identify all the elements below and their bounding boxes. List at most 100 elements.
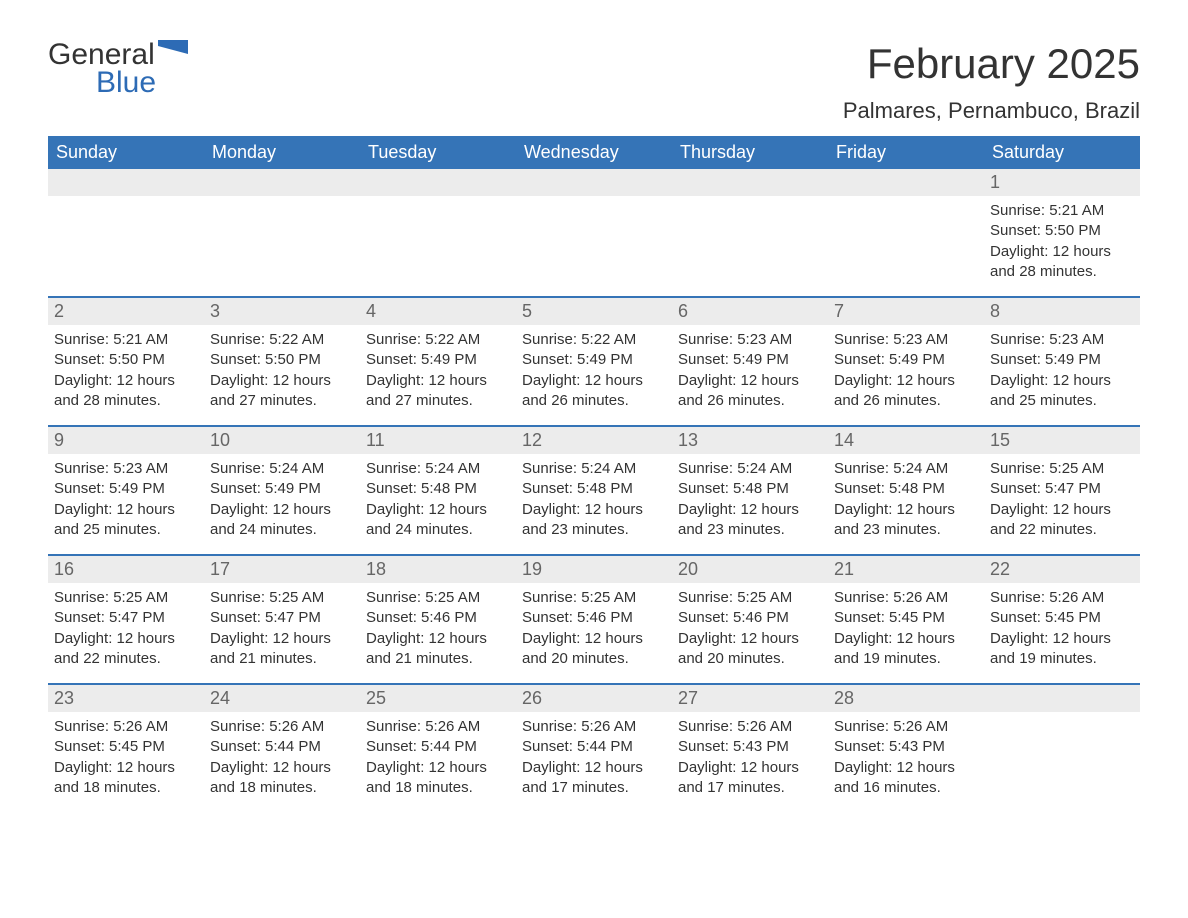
day-number [204,169,360,196]
day-number: 13 [672,427,828,454]
day-daylight2: and 27 minutes. [366,391,510,411]
day-daylight1: Daylight: 12 hours [990,371,1134,391]
day-sunset: Sunset: 5:49 PM [366,350,510,370]
day-cell [672,196,828,296]
day-sunrise: Sunrise: 5:23 AM [990,330,1134,350]
day-cell: Sunrise: 5:26 AMSunset: 5:43 PMDaylight:… [828,712,984,812]
day-cell: Sunrise: 5:21 AMSunset: 5:50 PMDaylight:… [984,196,1140,296]
day-daylight2: and 20 minutes. [522,649,666,669]
weeks-container: 1Sunrise: 5:21 AMSunset: 5:50 PMDaylight… [48,169,1140,812]
day-cell: Sunrise: 5:26 AMSunset: 5:43 PMDaylight:… [672,712,828,812]
page-header: General Blue February 2025 Palmares, Per… [48,40,1140,124]
day-sunrise: Sunrise: 5:24 AM [522,459,666,479]
day-daylight1: Daylight: 12 hours [678,758,822,778]
day-cell: Sunrise: 5:23 AMSunset: 5:49 PMDaylight:… [48,454,204,554]
day-daylight2: and 23 minutes. [678,520,822,540]
day-daylight1: Daylight: 12 hours [54,758,198,778]
day-daylight1: Daylight: 12 hours [366,371,510,391]
day-daylight1: Daylight: 12 hours [210,500,354,520]
day-cell: Sunrise: 5:26 AMSunset: 5:44 PMDaylight:… [204,712,360,812]
day-daylight2: and 19 minutes. [990,649,1134,669]
day-sunrise: Sunrise: 5:25 AM [210,588,354,608]
day-sunrise: Sunrise: 5:26 AM [678,717,822,737]
day-daylight2: and 17 minutes. [522,778,666,798]
day-sunrise: Sunrise: 5:22 AM [210,330,354,350]
weekday-header: Tuesday [360,136,516,169]
day-sunset: Sunset: 5:49 PM [54,479,198,499]
day-sunrise: Sunrise: 5:26 AM [834,717,978,737]
day-daylight2: and 26 minutes. [522,391,666,411]
day-cell: Sunrise: 5:25 AMSunset: 5:47 PMDaylight:… [204,583,360,683]
weekday-header: Wednesday [516,136,672,169]
day-sunset: Sunset: 5:45 PM [990,608,1134,628]
day-sunrise: Sunrise: 5:21 AM [990,201,1134,221]
day-daylight1: Daylight: 12 hours [522,371,666,391]
day-number: 7 [828,298,984,325]
brand-text: General Blue [48,40,156,98]
day-daylight2: and 18 minutes. [210,778,354,798]
day-cell: Sunrise: 5:24 AMSunset: 5:49 PMDaylight:… [204,454,360,554]
day-number [516,169,672,196]
day-number: 26 [516,685,672,712]
day-number: 4 [360,298,516,325]
day-data-row: Sunrise: 5:25 AMSunset: 5:47 PMDaylight:… [48,583,1140,683]
day-number [984,685,1140,712]
day-cell: Sunrise: 5:22 AMSunset: 5:50 PMDaylight:… [204,325,360,425]
day-sunrise: Sunrise: 5:26 AM [210,717,354,737]
day-daylight1: Daylight: 12 hours [834,758,978,778]
day-sunset: Sunset: 5:46 PM [366,608,510,628]
day-cell: Sunrise: 5:25 AMSunset: 5:46 PMDaylight:… [516,583,672,683]
day-sunset: Sunset: 5:49 PM [990,350,1134,370]
day-cell: Sunrise: 5:23 AMSunset: 5:49 PMDaylight:… [828,325,984,425]
day-sunset: Sunset: 5:44 PM [210,737,354,757]
day-daylight2: and 16 minutes. [834,778,978,798]
day-cell: Sunrise: 5:25 AMSunset: 5:47 PMDaylight:… [984,454,1140,554]
day-daylight2: and 17 minutes. [678,778,822,798]
day-sunset: Sunset: 5:49 PM [834,350,978,370]
day-sunset: Sunset: 5:48 PM [366,479,510,499]
day-sunrise: Sunrise: 5:22 AM [522,330,666,350]
day-daylight2: and 28 minutes. [990,262,1134,282]
day-daylight2: and 18 minutes. [366,778,510,798]
day-daylight1: Daylight: 12 hours [678,371,822,391]
day-daylight1: Daylight: 12 hours [834,371,978,391]
day-daylight1: Daylight: 12 hours [210,629,354,649]
day-number: 28 [828,685,984,712]
day-sunset: Sunset: 5:47 PM [990,479,1134,499]
day-number: 17 [204,556,360,583]
day-daylight2: and 18 minutes. [54,778,198,798]
day-sunrise: Sunrise: 5:26 AM [990,588,1134,608]
day-number-row: 2345678 [48,296,1140,325]
day-number: 19 [516,556,672,583]
week-block: 232425262728Sunrise: 5:26 AMSunset: 5:45… [48,683,1140,812]
day-cell: Sunrise: 5:24 AMSunset: 5:48 PMDaylight:… [516,454,672,554]
day-number: 24 [204,685,360,712]
day-sunrise: Sunrise: 5:21 AM [54,330,198,350]
day-number [360,169,516,196]
week-block: 9101112131415Sunrise: 5:23 AMSunset: 5:4… [48,425,1140,554]
day-number-row: 16171819202122 [48,554,1140,583]
day-sunrise: Sunrise: 5:24 AM [210,459,354,479]
day-number: 23 [48,685,204,712]
day-number-row: 9101112131415 [48,425,1140,454]
day-number: 22 [984,556,1140,583]
day-daylight1: Daylight: 12 hours [678,500,822,520]
day-cell: Sunrise: 5:25 AMSunset: 5:46 PMDaylight:… [360,583,516,683]
day-daylight1: Daylight: 12 hours [522,500,666,520]
day-sunrise: Sunrise: 5:23 AM [834,330,978,350]
day-sunrise: Sunrise: 5:23 AM [54,459,198,479]
day-daylight2: and 20 minutes. [678,649,822,669]
day-sunset: Sunset: 5:48 PM [522,479,666,499]
day-sunrise: Sunrise: 5:22 AM [366,330,510,350]
day-cell: Sunrise: 5:26 AMSunset: 5:44 PMDaylight:… [516,712,672,812]
day-sunset: Sunset: 5:46 PM [678,608,822,628]
day-sunrise: Sunrise: 5:26 AM [366,717,510,737]
day-cell: Sunrise: 5:26 AMSunset: 5:45 PMDaylight:… [48,712,204,812]
day-number: 2 [48,298,204,325]
day-sunset: Sunset: 5:50 PM [990,221,1134,241]
day-daylight2: and 24 minutes. [210,520,354,540]
day-cell: Sunrise: 5:26 AMSunset: 5:44 PMDaylight:… [360,712,516,812]
day-daylight2: and 24 minutes. [366,520,510,540]
day-number: 12 [516,427,672,454]
day-daylight1: Daylight: 12 hours [990,242,1134,262]
